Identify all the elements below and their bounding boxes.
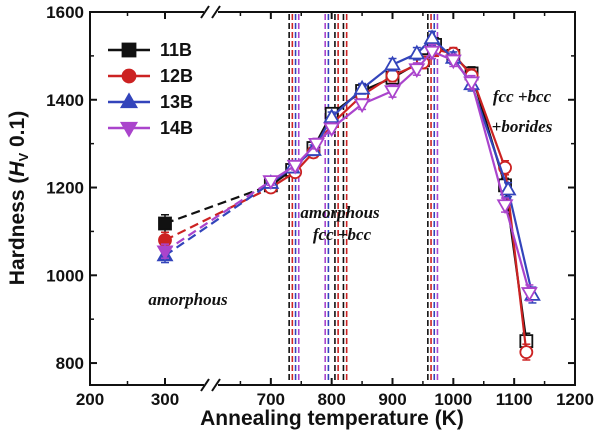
legend-item-14B: 14B xyxy=(108,118,193,138)
legend-label: 12B xyxy=(160,66,193,86)
data-point xyxy=(423,45,441,61)
data-point xyxy=(286,159,304,175)
data-point xyxy=(408,44,426,60)
legend-marker xyxy=(121,68,137,84)
x-tick-label: 1200 xyxy=(556,390,594,409)
series-line-segment xyxy=(507,189,534,296)
data-point xyxy=(463,76,481,92)
data-point xyxy=(323,108,341,124)
legend-item-13B: 13B xyxy=(108,92,193,112)
series-line-segment xyxy=(164,186,272,242)
data-point xyxy=(384,55,401,71)
annotation-amorphous: amorphous xyxy=(148,290,228,309)
legend-marker xyxy=(119,92,139,109)
data-point xyxy=(423,29,441,45)
data-point xyxy=(158,216,172,231)
series-14B xyxy=(156,43,538,302)
x-tick-label: 700 xyxy=(257,390,285,409)
annotation-mid-phase: fcc +bcc xyxy=(313,225,372,244)
legend-marker xyxy=(121,42,137,58)
x-tick-label: 900 xyxy=(378,390,406,409)
phase-boundary-lines xyxy=(288,14,439,383)
y-tick-label: 1000 xyxy=(46,266,84,285)
data-point xyxy=(444,54,462,70)
legend-marker xyxy=(119,121,139,138)
x-tick-label: 800 xyxy=(317,390,345,409)
annotation-right-phase: fcc +bcc xyxy=(493,87,552,106)
legend-label: 14B xyxy=(160,118,193,138)
x-tick-label: 200 xyxy=(76,390,104,409)
y-tick-label: 800 xyxy=(56,354,84,373)
data-point xyxy=(496,199,514,215)
x-tick-label: 300 xyxy=(151,390,179,409)
x-axis-title: Annealing temperature (K) xyxy=(200,407,464,430)
annotation-right-borides: +borides xyxy=(492,117,553,136)
series-13B xyxy=(156,29,541,304)
series-line-segment xyxy=(470,81,507,206)
series-line-segment xyxy=(470,75,507,169)
legend-label: 13B xyxy=(160,92,193,112)
x-tick-label: 1000 xyxy=(434,390,472,409)
axis-break-bottom xyxy=(200,378,221,392)
legend-label: 11B xyxy=(160,40,192,60)
series-layer xyxy=(156,29,541,361)
annotation-amorphous-mid: amorphous xyxy=(300,203,380,222)
data-point xyxy=(384,85,401,100)
series-line-segment xyxy=(164,180,272,253)
data-point xyxy=(156,245,174,261)
data-point xyxy=(308,137,325,153)
data-point xyxy=(408,63,426,79)
data-point xyxy=(499,180,517,196)
axis-ticks: 800 1000 1200 1400 1600 200 300 700 800 900 1000 11… xyxy=(46,3,594,409)
y-tick-label: 1600 xyxy=(46,3,84,22)
axis-break-top xyxy=(200,5,221,19)
series-line-segment xyxy=(164,182,272,257)
y-tick-label: 1200 xyxy=(46,179,84,198)
x-tick-label: 1100 xyxy=(496,390,533,409)
series-line-segment xyxy=(503,204,531,294)
data-point xyxy=(262,175,280,190)
data-point xyxy=(520,287,538,302)
series-line-segment xyxy=(164,184,272,225)
data-point xyxy=(353,98,371,114)
legend-item-12B: 12B xyxy=(108,66,193,86)
legend-item-11B: 11B xyxy=(108,40,192,60)
data-point xyxy=(519,345,534,359)
data-point xyxy=(323,122,341,138)
legend: 11B 12B 13B 14B xyxy=(108,40,193,138)
y-tick-label: 1400 xyxy=(46,91,84,110)
data-point xyxy=(353,79,371,95)
y-axis-title: Hardness (HV 0.1) xyxy=(6,111,31,285)
